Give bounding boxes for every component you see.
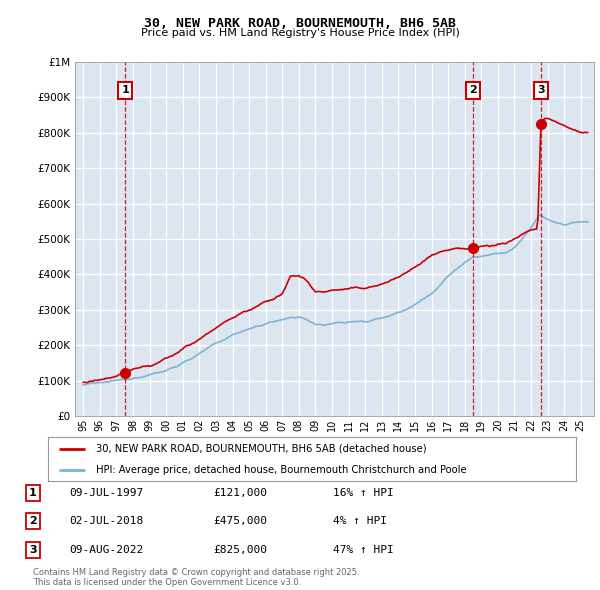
Text: 16% ↑ HPI: 16% ↑ HPI [333,488,394,497]
Text: 30, NEW PARK ROAD, BOURNEMOUTH, BH6 5AB (detached house): 30, NEW PARK ROAD, BOURNEMOUTH, BH6 5AB … [95,444,426,454]
Text: HPI: Average price, detached house, Bournemouth Christchurch and Poole: HPI: Average price, detached house, Bour… [95,465,466,475]
Text: Price paid vs. HM Land Registry's House Price Index (HPI): Price paid vs. HM Land Registry's House … [140,28,460,38]
Text: 09-AUG-2022: 09-AUG-2022 [69,545,143,555]
Text: 09-JUL-1997: 09-JUL-1997 [69,488,143,497]
Text: 3: 3 [29,545,37,555]
Text: 2: 2 [29,516,37,526]
Text: 30, NEW PARK ROAD, BOURNEMOUTH, BH6 5AB: 30, NEW PARK ROAD, BOURNEMOUTH, BH6 5AB [144,17,456,30]
Text: £475,000: £475,000 [213,516,267,526]
Text: 1: 1 [121,86,129,95]
Text: 2: 2 [469,86,477,95]
Text: 3: 3 [537,86,545,95]
Text: 47% ↑ HPI: 47% ↑ HPI [333,545,394,555]
Text: Contains HM Land Registry data © Crown copyright and database right 2025.
This d: Contains HM Land Registry data © Crown c… [33,568,359,587]
Text: £825,000: £825,000 [213,545,267,555]
Text: 1: 1 [29,488,37,497]
Text: 02-JUL-2018: 02-JUL-2018 [69,516,143,526]
Text: £121,000: £121,000 [213,488,267,497]
Text: 4% ↑ HPI: 4% ↑ HPI [333,516,387,526]
